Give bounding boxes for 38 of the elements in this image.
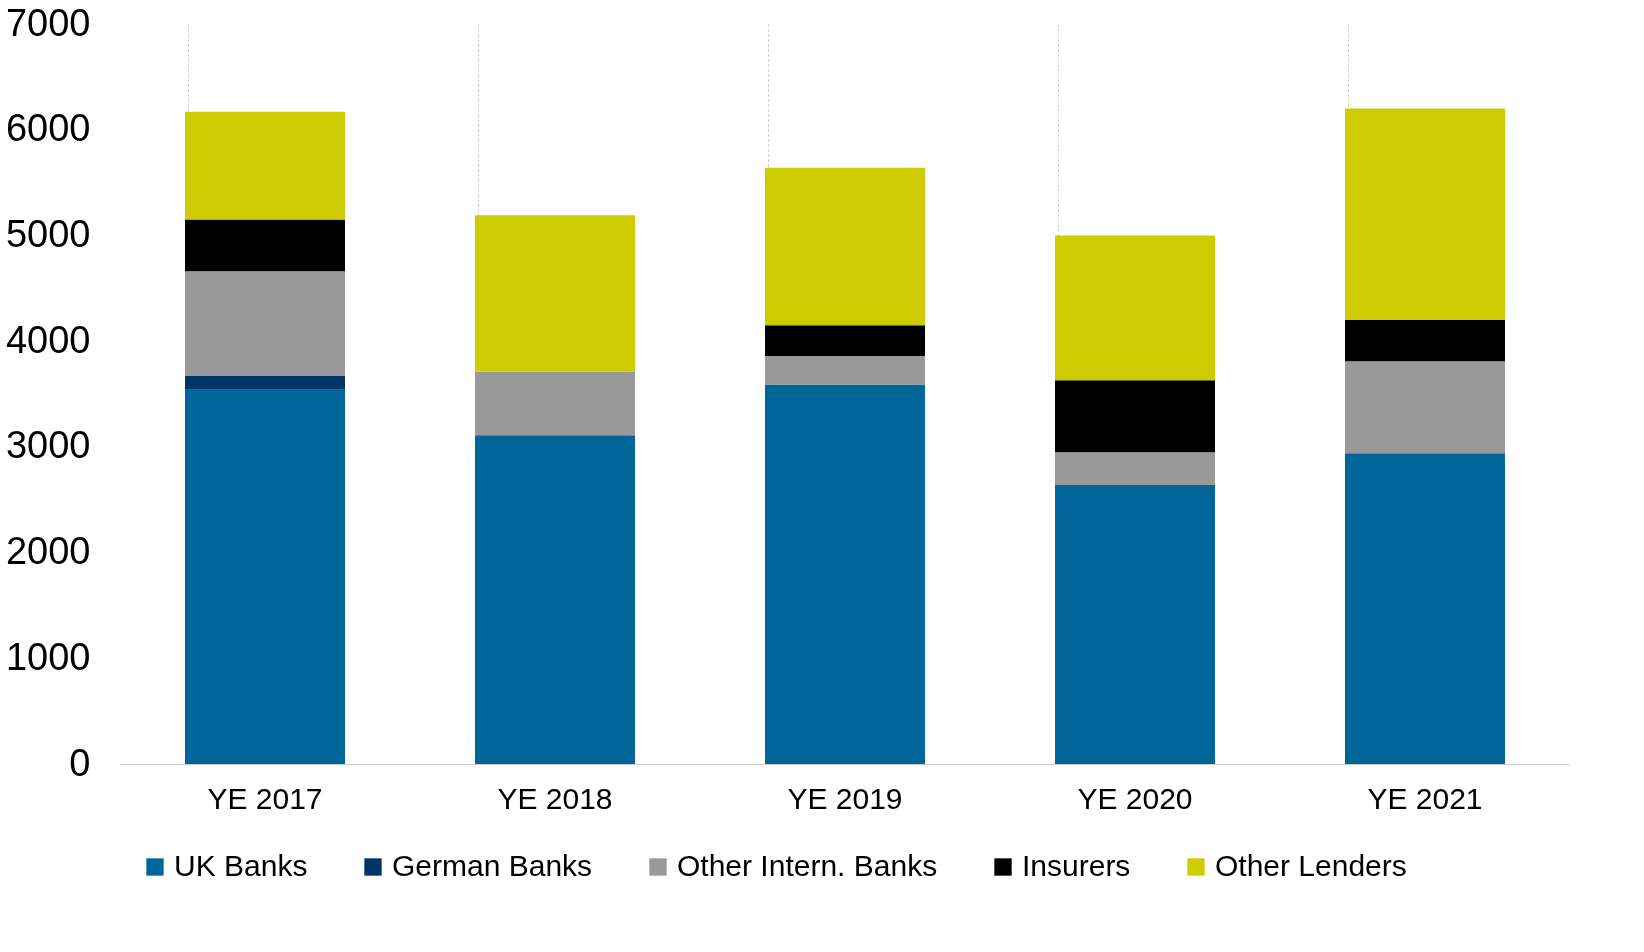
bar xyxy=(475,435,635,764)
bar xyxy=(1345,361,1505,454)
bar xyxy=(765,167,925,326)
x-tick-label: YE 2021 xyxy=(1367,781,1483,815)
bar xyxy=(1345,320,1505,362)
bar xyxy=(475,215,635,372)
bar xyxy=(185,219,345,272)
y-tick-label: 6000 xyxy=(5,107,91,150)
legend-label: Insurers xyxy=(1022,849,1131,882)
y-tick-label: 5000 xyxy=(5,212,91,255)
x-tick-label: YE 2019 xyxy=(787,781,903,815)
bar xyxy=(185,271,345,377)
bar xyxy=(1055,380,1215,453)
bar xyxy=(185,376,345,390)
bar xyxy=(1055,235,1215,381)
legend-label: UK Banks xyxy=(174,849,308,882)
bar xyxy=(1055,452,1215,485)
y-tick-label: 0 xyxy=(69,741,91,784)
bar xyxy=(765,325,925,356)
x-tick-label: YE 2017 xyxy=(207,781,323,815)
legend-label: German Banks xyxy=(392,849,593,882)
bar xyxy=(1345,453,1505,764)
bar xyxy=(765,384,925,764)
x-tick-label: YE 2020 xyxy=(1077,781,1193,815)
bar xyxy=(1345,108,1505,320)
y-tick-label: 2000 xyxy=(5,530,91,573)
bar xyxy=(185,389,345,764)
bar xyxy=(475,371,635,436)
legend-label: Other Intern. Banks xyxy=(677,849,938,882)
y-tick-label: 7000 xyxy=(5,1,91,44)
y-tick-label: 3000 xyxy=(5,424,91,467)
bar xyxy=(185,111,345,220)
bar xyxy=(1055,484,1215,764)
y-tick-label: 1000 xyxy=(5,635,91,678)
legend-label: Other Lenders xyxy=(1215,849,1407,882)
bar xyxy=(765,355,925,385)
y-tick-label: 4000 xyxy=(5,318,91,361)
x-tick-label: YE 2018 xyxy=(497,781,613,815)
